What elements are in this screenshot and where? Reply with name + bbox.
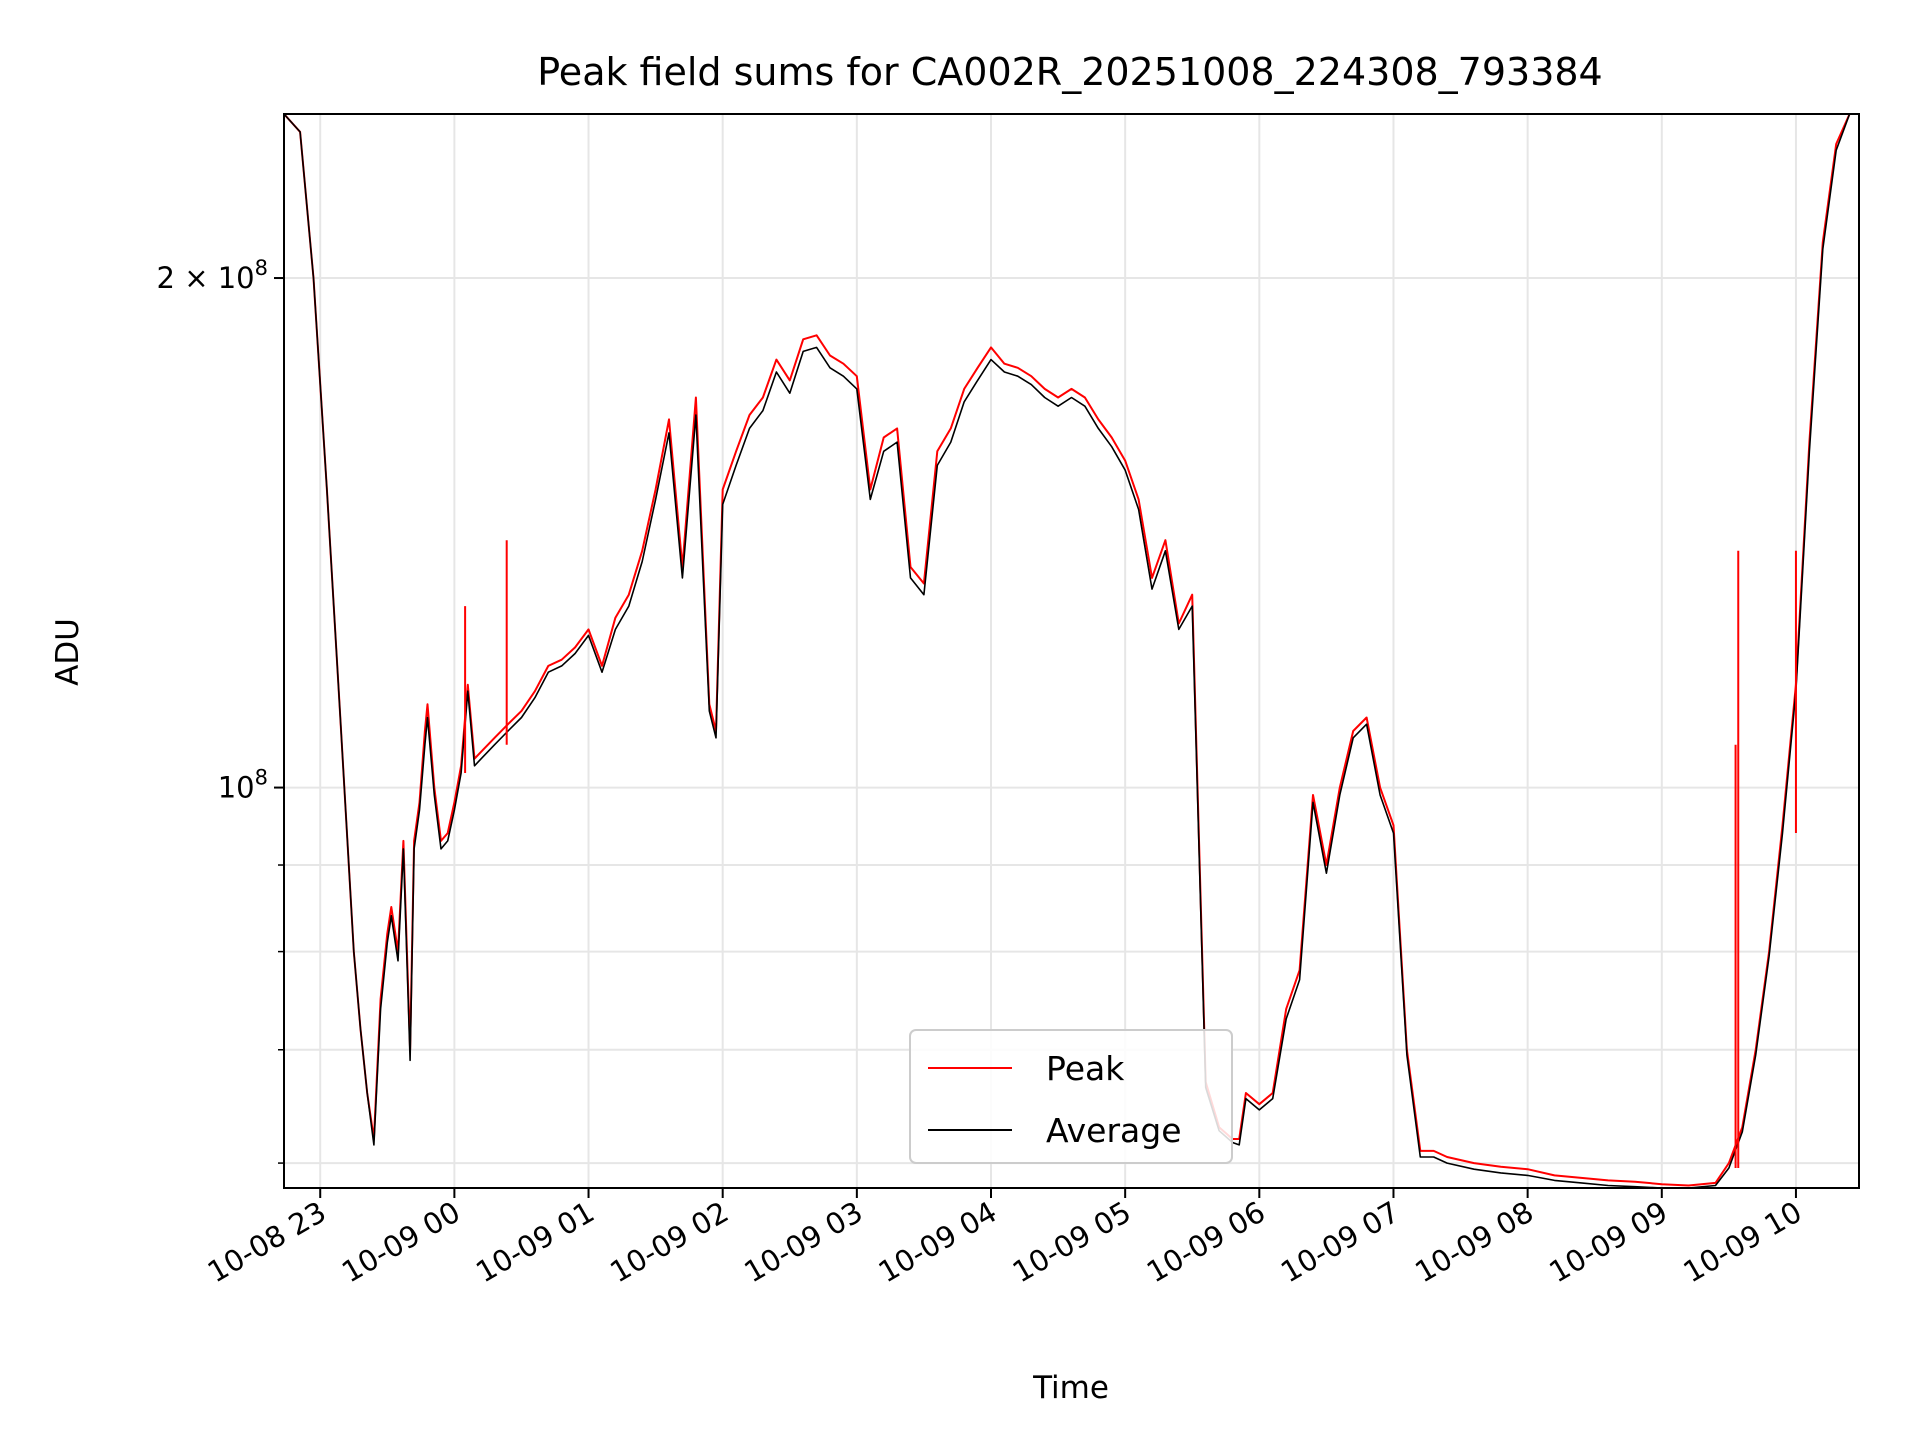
x-axis-title: Time: [1032, 1370, 1109, 1406]
legend-peak-label: Peak: [1046, 1049, 1125, 1088]
y-tick-prefix: 2 ×: [157, 261, 218, 295]
y-axis-title: ADU: [50, 618, 86, 686]
y-tick-exponent: 8: [255, 256, 268, 280]
y-tick-base: 10: [218, 261, 255, 295]
chart-title: Peak field sums for CA002R_20251008_2243…: [537, 50, 1602, 94]
y-tick-label: 2 × 108: [157, 256, 268, 295]
plot-frame: [283, 113, 1860, 1189]
series-line-peak: [284, 114, 1859, 1187]
legend-average-label: Average: [1046, 1111, 1182, 1150]
legend: Peak Average: [909, 1029, 1233, 1164]
y-tick-exponent: 8: [255, 766, 268, 790]
y-tick-base: 10: [218, 771, 255, 805]
series-line-average: [284, 114, 1859, 1188]
y-tick-label: 108: [218, 766, 268, 805]
series-layer: [284, 114, 1859, 1188]
